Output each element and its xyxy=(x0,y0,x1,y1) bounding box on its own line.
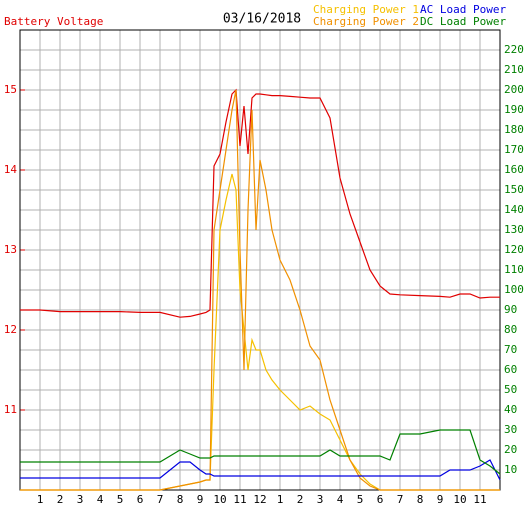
y2-tick-label: 120 xyxy=(504,243,524,256)
y2-tick-label: 50 xyxy=(504,383,517,396)
x-tick-label: 9 xyxy=(437,493,444,506)
x-tick-label: 11 xyxy=(233,493,246,506)
chart-title: 03/16/2018 xyxy=(223,12,301,27)
y2-tick-label: 60 xyxy=(504,363,517,376)
y2-tick-label: 190 xyxy=(504,103,524,116)
x-tick-label: 6 xyxy=(377,493,384,506)
x-tick-label: 8 xyxy=(417,493,424,506)
y2-tick-label: 210 xyxy=(504,63,524,76)
x-tick-label: 3 xyxy=(77,493,84,506)
y2-tick-label: 30 xyxy=(504,423,517,436)
x-tick-label: 4 xyxy=(97,493,104,506)
y2-tick-label: 40 xyxy=(504,403,517,416)
x-tick-label: 5 xyxy=(357,493,364,506)
y2-tick-label: 140 xyxy=(504,203,524,216)
x-tick-label: 9 xyxy=(197,493,204,506)
x-tick-label: 10 xyxy=(453,493,466,506)
y2-tick-label: 110 xyxy=(504,263,524,276)
x-tick-label: 8 xyxy=(177,493,184,506)
y2-tick-label: 150 xyxy=(504,183,524,196)
y-tick-label: 15 xyxy=(4,83,17,96)
y2-tick-label: 130 xyxy=(504,223,524,236)
y2-tick-label: 20 xyxy=(504,443,517,456)
series-line xyxy=(20,429,501,475)
legend-entry: DC Load Power xyxy=(420,15,506,28)
y2-tick-label: 80 xyxy=(504,323,517,336)
x-tick-label: 6 xyxy=(137,493,144,506)
y2-tick-label: 170 xyxy=(504,143,524,156)
y2-tick-label: 200 xyxy=(504,83,524,96)
x-tick-label: 7 xyxy=(157,493,164,506)
y-tick-label: 12 xyxy=(4,323,17,336)
legend-entry: Charging Power 2 xyxy=(313,15,419,28)
x-tick-label: 3 xyxy=(317,493,324,506)
x-tick-label: 10 xyxy=(213,493,226,506)
y2-tick-label: 90 xyxy=(504,303,517,316)
y-tick-label: 14 xyxy=(4,163,18,176)
x-tick-label: 5 xyxy=(117,493,124,506)
x-tick-label: 2 xyxy=(297,493,304,506)
y2-tick-label: 180 xyxy=(504,123,524,136)
y2-tick-label: 70 xyxy=(504,343,517,356)
legend-entry: Charging Power 1 xyxy=(313,3,419,16)
x-tick-label: 1 xyxy=(277,493,284,506)
x-tick-label: 1 xyxy=(37,493,44,506)
plot-frame xyxy=(19,29,501,491)
y2-tick-label: 220 xyxy=(504,43,524,56)
x-tick-label: 2 xyxy=(57,493,64,506)
x-tick-label: 11 xyxy=(473,493,486,506)
y2-tick-label: 100 xyxy=(504,283,524,296)
y-tick-label: 11 xyxy=(4,403,17,416)
y2-tick-label: 160 xyxy=(504,163,524,176)
series-line xyxy=(20,88,500,318)
series-line xyxy=(20,89,500,491)
y2-tick-label: 10 xyxy=(504,463,517,476)
x-tick-label: 7 xyxy=(397,493,404,506)
x-tick-label: 4 xyxy=(337,493,344,506)
left-axis-title: Battery Voltage xyxy=(4,15,103,28)
series-line xyxy=(20,459,501,481)
y-tick-label: 13 xyxy=(4,243,17,256)
x-tick-label: 12 xyxy=(253,493,266,506)
legend-entry: AC Load Power xyxy=(420,3,506,16)
